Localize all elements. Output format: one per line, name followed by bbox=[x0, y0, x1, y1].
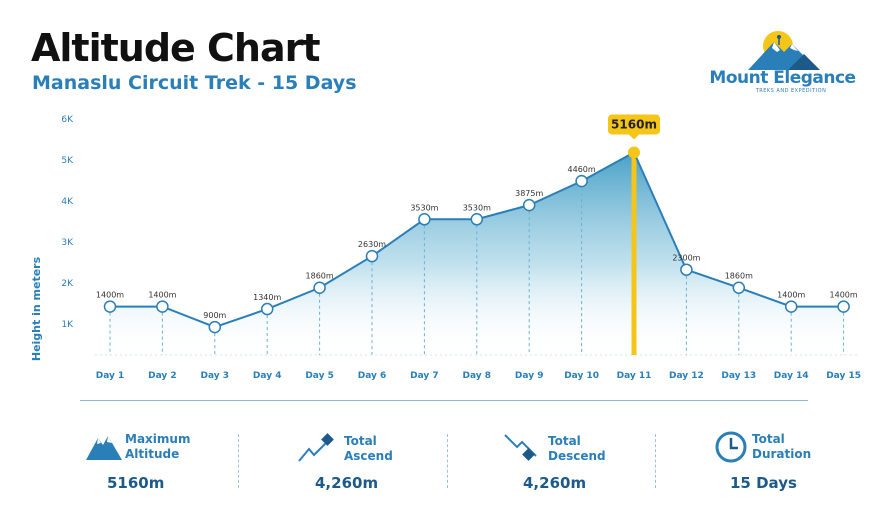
x-tick-label: Day 15 bbox=[826, 371, 861, 381]
stat-total-duration: Total Duration 15 Days bbox=[714, 428, 888, 498]
stat-total-ascend: Total Ascend 4,260m bbox=[298, 428, 498, 498]
clock-icon bbox=[715, 431, 747, 463]
ascend-icon bbox=[298, 433, 334, 462]
data-point bbox=[522, 198, 536, 212]
stat-value: 4,260m bbox=[315, 474, 379, 492]
y-tick-label: 6K bbox=[61, 115, 74, 125]
altitude-chart: 1400m 1400m 900m 1340m 1860m 2630m 3530m 3530m 3… bbox=[30, 114, 861, 381]
stat-value: 5160m bbox=[107, 474, 165, 492]
x-tick-label: Day 2 bbox=[148, 371, 177, 381]
data-point bbox=[418, 213, 431, 226]
page-subtitle: Manaslu Circuit Trek - 15 Days bbox=[32, 72, 357, 94]
x-tick-label: Day 1 bbox=[96, 371, 125, 381]
mountain-sun-logo-icon bbox=[748, 31, 820, 70]
stat-value: 15 Days bbox=[730, 474, 797, 492]
highlight-label: 5160m bbox=[611, 117, 657, 131]
data-point bbox=[837, 300, 850, 313]
stat-label: Maximum Altitude bbox=[125, 432, 191, 461]
highlight-callout-pointer bbox=[629, 134, 639, 140]
highlight-callout bbox=[608, 114, 660, 135]
y-tick-label: 1K bbox=[61, 320, 74, 330]
data-label: 1400m bbox=[777, 291, 805, 300]
stat-label: Total Duration bbox=[752, 432, 812, 461]
data-point bbox=[732, 281, 746, 294]
data-point bbox=[365, 249, 379, 263]
stat-label: Total Ascend bbox=[344, 434, 393, 463]
brand-logo: Mount Elegance TREKS AND EXPEDITION bbox=[700, 28, 865, 100]
altitude-area bbox=[110, 152, 844, 355]
data-label: 1340m bbox=[253, 293, 281, 302]
x-tick-label: Day 6 bbox=[358, 371, 387, 381]
data-label: 1860m bbox=[725, 272, 753, 281]
data-label: 3530m bbox=[463, 203, 491, 212]
stat-value: 4,260m bbox=[523, 474, 587, 492]
data-point bbox=[470, 213, 484, 226]
data-point bbox=[575, 174, 588, 188]
data-label: 4460m bbox=[568, 165, 596, 174]
logo-name: Mount Elegance bbox=[709, 68, 856, 88]
data-label: 1400m bbox=[148, 291, 176, 300]
stat-label: Total Descend bbox=[548, 434, 606, 463]
stat-separator bbox=[655, 434, 656, 488]
section-divider bbox=[80, 400, 808, 401]
y-tick-label: 3K bbox=[61, 238, 74, 248]
x-tick-label: Day 7 bbox=[410, 371, 439, 381]
x-tick-label: Day 9 bbox=[515, 371, 544, 381]
x-tick-label: Day 5 bbox=[305, 371, 334, 381]
data-point bbox=[680, 263, 693, 276]
data-point bbox=[103, 300, 117, 313]
stat-max-altitude: Maximum Altitude 5160m bbox=[86, 428, 286, 498]
stat-total-descend: Total Descend 4,260m bbox=[504, 428, 704, 498]
y-axis-label: Height in meters bbox=[30, 256, 43, 361]
x-tick-label: Day 12 bbox=[669, 371, 704, 381]
x-tick-label: Day 4 bbox=[253, 371, 282, 381]
stat-separator bbox=[447, 434, 448, 488]
descend-icon bbox=[504, 434, 537, 461]
x-tick-label: Day 8 bbox=[463, 371, 492, 381]
page-title: Altitude Chart bbox=[31, 26, 321, 70]
data-label: 3875m bbox=[515, 189, 543, 198]
data-point bbox=[260, 302, 274, 316]
x-tick-label: Day 14 bbox=[774, 371, 809, 381]
y-tick-label: 5K bbox=[61, 156, 74, 166]
data-label: 900m bbox=[203, 311, 226, 320]
x-tick-label: Day 13 bbox=[721, 371, 756, 381]
data-point bbox=[156, 300, 169, 313]
x-tick-label: Day 11 bbox=[617, 371, 652, 381]
data-label: 2300m bbox=[672, 254, 700, 263]
data-point bbox=[208, 320, 222, 334]
mountain-icon bbox=[86, 436, 122, 460]
data-label: 1400m bbox=[830, 291, 858, 300]
y-tick-label: 2K bbox=[61, 279, 74, 289]
data-label: 2630m bbox=[358, 240, 386, 249]
x-tick-label: Day 3 bbox=[201, 371, 230, 381]
data-point bbox=[628, 146, 640, 159]
y-tick-label: 4K bbox=[61, 197, 74, 207]
data-point bbox=[784, 300, 798, 313]
logo-tagline: TREKS AND EXPEDITION bbox=[755, 88, 827, 94]
data-label: 1860m bbox=[306, 272, 334, 281]
stat-separator bbox=[238, 434, 239, 488]
x-tick-label: Day 10 bbox=[564, 371, 599, 381]
data-label: 1400m bbox=[96, 291, 124, 300]
data-point bbox=[313, 281, 326, 294]
data-label: 3530m bbox=[410, 203, 438, 212]
